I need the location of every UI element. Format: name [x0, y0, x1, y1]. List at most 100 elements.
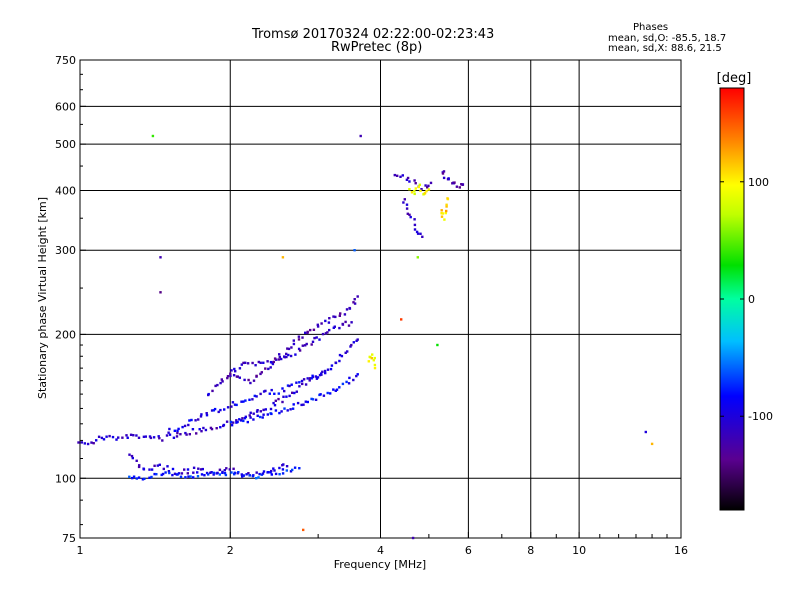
echo-point [310, 343, 313, 346]
data-points [77, 134, 654, 540]
echo-point [455, 185, 459, 188]
isolated-echo-point [436, 343, 439, 347]
echo-point [192, 471, 195, 474]
echo-point [256, 409, 259, 412]
echo-point [318, 338, 321, 341]
x-axis-ticks: 1 2 4 6 8 10 16 [77, 532, 688, 557]
echo-point [269, 471, 272, 474]
echo-point [328, 328, 331, 332]
echo-point [345, 380, 348, 384]
echo-point [137, 465, 141, 469]
echo-point [176, 431, 179, 435]
echo-point [273, 404, 277, 407]
echo-point [304, 331, 307, 334]
echo-point [165, 434, 169, 437]
echo-point [204, 428, 208, 432]
echo-point [192, 466, 196, 469]
colorbar-tick-label: 100 [748, 176, 769, 189]
echo-point [153, 472, 156, 476]
echo-point [251, 474, 255, 478]
echo-point [237, 471, 240, 474]
echo-point [347, 382, 351, 385]
echo-point [242, 419, 245, 423]
echo-point [177, 472, 181, 475]
echo-point [161, 439, 164, 442]
echo-point [352, 301, 355, 304]
isolated-echo-point [411, 536, 415, 540]
echo-point [198, 428, 201, 431]
echo-point [356, 295, 359, 298]
echo-point [150, 475, 153, 479]
echo-point [290, 346, 293, 349]
echo-point [289, 354, 293, 358]
echo-point [293, 466, 297, 469]
echo-point [297, 347, 301, 351]
echo-point [162, 467, 165, 471]
echo-point [207, 473, 210, 476]
echo-point [301, 344, 304, 347]
echo-point [207, 392, 210, 396]
isolated-echo-point [281, 256, 285, 259]
echo-point [216, 383, 219, 387]
echo-point [142, 468, 146, 471]
echo-point [399, 175, 402, 178]
echo-point [199, 468, 203, 471]
echo-point [315, 336, 318, 339]
echo-point [105, 435, 108, 438]
echo-point [150, 468, 154, 471]
echo-point [128, 453, 131, 456]
echo-point [274, 409, 278, 412]
echo-point [199, 415, 203, 418]
echo-point [313, 336, 316, 340]
echo-point [262, 413, 265, 416]
echo-point [184, 476, 187, 479]
echo-point [137, 476, 141, 479]
echo-point [418, 183, 421, 186]
echo-point [249, 411, 252, 414]
echo-point [292, 342, 296, 346]
echo-point [405, 178, 409, 181]
echo-point [311, 398, 315, 401]
echo-point [259, 410, 262, 413]
echo-point [209, 471, 212, 474]
echo-point [323, 369, 327, 373]
echo-point [347, 324, 351, 327]
isolated-echo-point [400, 318, 403, 321]
echo-point [243, 378, 246, 382]
echo-point [329, 367, 333, 371]
echo-point [288, 394, 291, 398]
echo-point [324, 332, 328, 335]
echo-point [143, 477, 146, 480]
echo-point [319, 393, 322, 396]
echo-point [321, 332, 325, 336]
echo-point [289, 408, 292, 411]
echo-point [447, 177, 450, 180]
echo-point [161, 472, 165, 476]
x-tick-label: 6 [465, 544, 472, 557]
isolated-echo-point [151, 134, 155, 138]
echo-point [261, 416, 264, 419]
echo-point [242, 474, 245, 477]
echo-point [117, 436, 120, 439]
echo-point [296, 401, 300, 405]
echo-point [272, 360, 275, 364]
echo-point [287, 353, 290, 357]
x-tick-label: 1 [77, 544, 84, 557]
echo-point [446, 197, 449, 200]
echo-point [306, 400, 309, 404]
echo-point [221, 471, 224, 474]
echo-point [442, 176, 446, 180]
echo-point [292, 339, 295, 342]
echo-point [353, 298, 356, 301]
echo-point [419, 232, 422, 235]
echo-point [176, 429, 179, 432]
echo-point [402, 201, 405, 204]
echo-point [135, 459, 138, 462]
echo-point [408, 213, 411, 216]
echo-point [259, 372, 262, 376]
echo-point [115, 438, 118, 441]
echo-point [369, 355, 372, 359]
echo-point [256, 414, 259, 417]
echo-point [334, 361, 338, 365]
